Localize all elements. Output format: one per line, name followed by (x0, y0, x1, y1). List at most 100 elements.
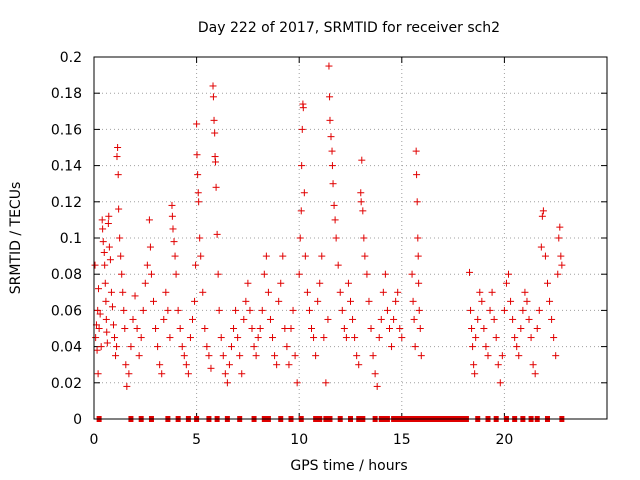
data-point (539, 207, 547, 215)
data-point (91, 261, 99, 269)
data-point (513, 343, 521, 351)
data-point (194, 171, 202, 179)
data-point (212, 183, 220, 191)
data-point (114, 171, 122, 179)
data-point (246, 306, 254, 314)
data-point (484, 352, 492, 360)
data-point (338, 306, 346, 314)
data-point (332, 234, 340, 242)
data-point (188, 315, 196, 323)
data-point (244, 279, 252, 287)
data-point (211, 129, 219, 137)
data-point (515, 352, 523, 360)
data-point (127, 343, 135, 351)
data-point (355, 361, 363, 369)
data-point (416, 325, 424, 332)
data-point (318, 252, 326, 260)
data-point (254, 334, 262, 342)
data-point (230, 325, 238, 332)
y-axis-label: SRMTID / TECUs (8, 182, 24, 295)
data-point (467, 306, 475, 314)
data-point (371, 370, 379, 378)
data-point (213, 230, 221, 238)
data-point (305, 306, 313, 314)
data-point (172, 270, 180, 278)
data-point (248, 325, 256, 332)
data-point (396, 325, 404, 332)
data-point (114, 144, 122, 151)
data-point (94, 370, 102, 378)
data-point (351, 334, 359, 342)
data-point (193, 151, 201, 159)
data-point (113, 153, 121, 161)
data-point (373, 382, 381, 390)
data-point (301, 252, 309, 260)
data-point (97, 343, 105, 351)
data-point (232, 306, 240, 314)
data-point (275, 297, 283, 305)
data-point (358, 156, 366, 164)
data-point (298, 162, 306, 170)
data-point (98, 216, 106, 224)
data-point (468, 325, 476, 332)
data-point (146, 243, 154, 251)
data-point (131, 292, 139, 300)
data-point (210, 116, 218, 124)
data-point (330, 201, 338, 209)
data-point (555, 234, 563, 242)
data-point (193, 120, 201, 128)
data-point (266, 315, 274, 323)
data-point (118, 270, 126, 278)
data-point (537, 243, 545, 251)
data-point (410, 315, 418, 323)
data-point (107, 288, 115, 296)
data-point (498, 352, 506, 360)
data-point (120, 306, 128, 314)
data-point (299, 104, 307, 112)
data-point (492, 334, 500, 342)
data-point (412, 147, 420, 155)
data-point (252, 352, 260, 360)
data-point (211, 158, 219, 166)
data-point (242, 297, 250, 305)
data-point (293, 379, 301, 387)
x-axis-label: GPS time / hours (290, 458, 407, 474)
data-point (121, 325, 129, 332)
data-point (236, 352, 244, 360)
data-point (106, 256, 114, 264)
y-tick-label: 0 (73, 412, 82, 428)
data-point (417, 352, 425, 360)
data-point (474, 315, 482, 323)
data-point (535, 306, 543, 314)
data-point (162, 288, 170, 296)
data-point (517, 325, 525, 332)
data-point (357, 189, 365, 197)
data-point (182, 361, 190, 369)
data-point (186, 334, 194, 342)
data-point (192, 261, 200, 269)
data-point (199, 288, 207, 296)
data-point (385, 325, 393, 332)
data-point (478, 297, 486, 305)
data-point (381, 270, 389, 278)
x-tick-label: 20 (495, 432, 513, 448)
data-point (137, 334, 145, 342)
data-point (550, 334, 558, 342)
y-tick-label: 0.06 (51, 303, 82, 319)
data-point (160, 315, 168, 323)
data-point (357, 198, 365, 206)
data-point (123, 382, 131, 390)
data-point (369, 352, 377, 360)
data-point (122, 361, 130, 369)
data-point (95, 325, 103, 332)
data-point (324, 315, 332, 323)
data-point (411, 343, 419, 351)
data-point (521, 288, 529, 296)
data-point (342, 334, 350, 342)
data-point (135, 352, 143, 360)
data-point (331, 216, 339, 224)
data-point (328, 162, 336, 170)
data-point (490, 315, 498, 323)
data-point (103, 339, 111, 347)
data-point (112, 352, 120, 360)
